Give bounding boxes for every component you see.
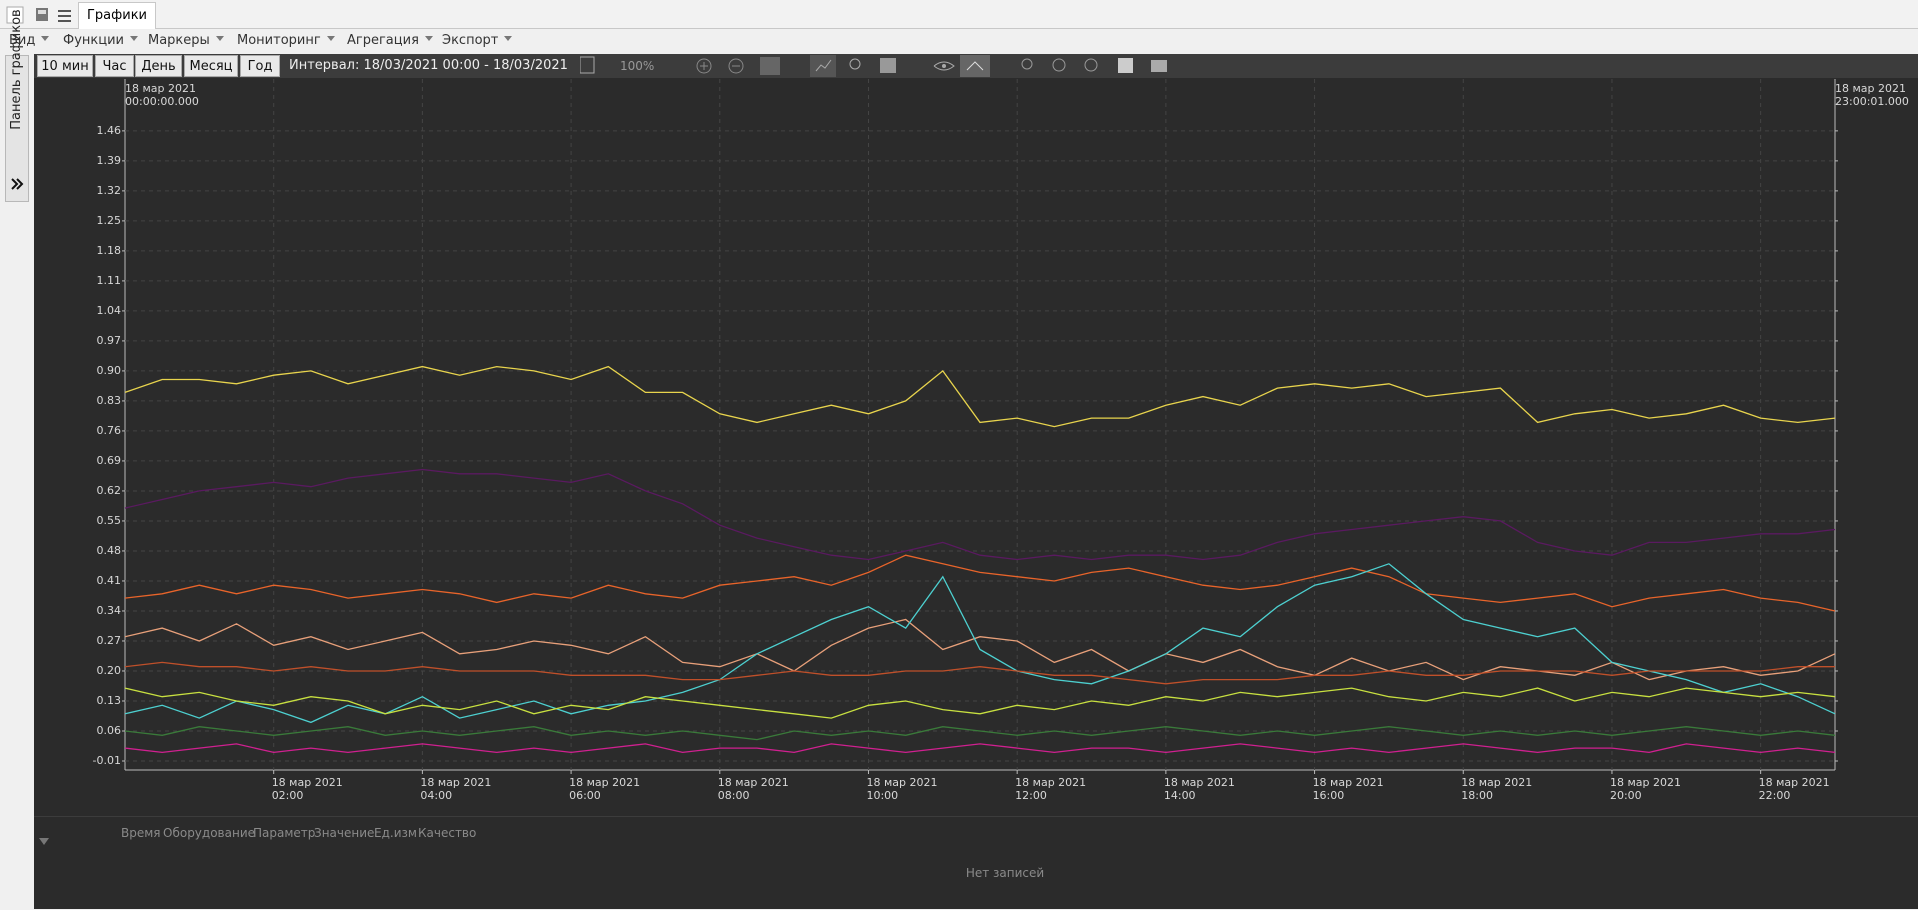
menu-item[interactable]: Агрегация bbox=[347, 33, 433, 48]
y-tick-label: 0.48 bbox=[97, 544, 122, 557]
y-tick-label: 1.46 bbox=[97, 124, 122, 137]
y-tick-label: 0.69 bbox=[97, 454, 122, 467]
column-header[interactable]: Параметр bbox=[253, 826, 316, 840]
start-label: 18 мар 2021 00:00:00.000 bbox=[125, 82, 199, 108]
series-line bbox=[124, 726, 1836, 741]
x-tick-label: 18 мар 2021 14:00 bbox=[1163, 776, 1235, 802]
x-tick-label: 18 мар 2021 12:00 bbox=[1015, 776, 1087, 802]
x-tick-label: 18 мар 2021 06:00 bbox=[569, 776, 641, 802]
chart-area bbox=[34, 78, 1918, 816]
y-tick-label: 1.32 bbox=[97, 184, 122, 197]
series-line bbox=[124, 468, 1836, 561]
menu-item[interactable]: Функции bbox=[63, 33, 138, 48]
column-header[interactable]: Качество bbox=[418, 826, 477, 840]
expand-icon bbox=[11, 178, 24, 190]
x-tick-label: 18 мар 2021 16:00 bbox=[1312, 776, 1384, 802]
y-tick-label: 0.76 bbox=[97, 424, 122, 437]
series-line bbox=[124, 365, 1836, 428]
window-icons bbox=[6, 6, 71, 24]
menu-item[interactable]: Вид bbox=[9, 33, 49, 48]
column-header[interactable]: Оборудование bbox=[163, 826, 255, 840]
column-header[interactable]: Ед.изм bbox=[374, 826, 417, 840]
y-tick-label: 0.97 bbox=[97, 334, 122, 347]
x-tick-label: 18 мар 2021 22:00 bbox=[1758, 776, 1830, 802]
series-line bbox=[124, 554, 1836, 612]
x-tick-label: 18 мар 2021 18:00 bbox=[1461, 776, 1533, 802]
tab[interactable]: Графики bbox=[78, 2, 157, 29]
column-header[interactable]: Время bbox=[121, 826, 161, 840]
column-header[interactable]: Значение bbox=[314, 826, 375, 840]
y-tick-label: 1.25 bbox=[97, 214, 122, 227]
y-tick-label: 0.34 bbox=[97, 604, 122, 617]
x-tick-label: 18 мар 2021 02:00 bbox=[271, 776, 343, 802]
menu-item[interactable]: Мониторинг bbox=[237, 33, 335, 48]
series-line bbox=[124, 661, 1835, 685]
y-tick-label: 0.27 bbox=[97, 634, 122, 647]
period-button[interactable]: Год bbox=[240, 55, 280, 77]
y-tick-label: 1.39 bbox=[97, 154, 122, 167]
x-tick-label: 18 мар 2021 04:00 bbox=[420, 776, 492, 802]
x-tick-label: 18 мар 2021 08:00 bbox=[717, 776, 789, 802]
y-tick-label: 0.41 bbox=[97, 574, 122, 587]
y-tick-label: -0.01 bbox=[93, 754, 121, 767]
collapse-icon[interactable] bbox=[38, 837, 50, 847]
empty-message: Нет записей bbox=[965, 866, 1045, 880]
period-button[interactable]: Час bbox=[95, 55, 134, 77]
y-tick-label: 0.06 bbox=[97, 724, 122, 737]
y-tick-label: 1.18 bbox=[97, 244, 122, 257]
period-button[interactable]: День bbox=[135, 55, 182, 77]
period-button[interactable]: 10 мин bbox=[37, 55, 93, 77]
menu-item[interactable]: Маркеры bbox=[148, 33, 224, 48]
series-line bbox=[124, 563, 1836, 724]
records-panel bbox=[34, 816, 1918, 909]
series-line bbox=[124, 743, 1836, 754]
x-tick-label: 18 мар 2021 20:00 bbox=[1609, 776, 1681, 802]
sidebar-tab[interactable] bbox=[5, 55, 29, 202]
y-tick-label: 0.90 bbox=[97, 364, 122, 377]
period-button[interactable]: Месяц bbox=[184, 55, 238, 77]
series-line bbox=[124, 618, 1836, 681]
toolbar-icons bbox=[580, 55, 1167, 77]
zoom-label: 100% bbox=[620, 59, 655, 73]
end-label: 18 мар 2021 23:00:01.000 bbox=[1835, 82, 1909, 108]
y-tick-label: 1.11 bbox=[97, 274, 122, 287]
toolbar bbox=[34, 54, 1918, 78]
series-line bbox=[124, 687, 1836, 719]
y-tick-label: 0.55 bbox=[97, 514, 122, 527]
menu-item[interactable]: Экспорт bbox=[442, 33, 512, 48]
title-bar: Графики bbox=[0, 0, 1918, 29]
y-tick-label: 1.04 bbox=[97, 304, 122, 317]
y-tick-label: 0.62 bbox=[97, 484, 122, 497]
x-tick-label: 18 мар 2021 10:00 bbox=[866, 776, 938, 802]
y-tick-label: 0.20 bbox=[97, 664, 122, 677]
y-tick-label: 0.83 bbox=[97, 394, 122, 407]
y-tick-label: 0.13 bbox=[97, 694, 122, 707]
